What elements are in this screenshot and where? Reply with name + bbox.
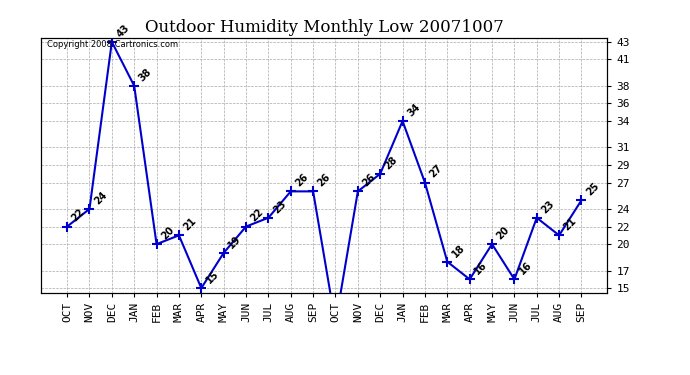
Text: 16: 16 <box>473 260 489 276</box>
Text: 34: 34 <box>405 102 422 118</box>
Text: 20: 20 <box>495 225 511 242</box>
Text: 27: 27 <box>428 163 444 180</box>
Text: 11: 11 <box>0 374 1 375</box>
Text: 19: 19 <box>226 234 243 250</box>
Text: 22: 22 <box>249 207 266 224</box>
Text: 25: 25 <box>584 181 601 197</box>
Text: 38: 38 <box>137 66 154 83</box>
Text: 23: 23 <box>271 198 288 215</box>
Text: 24: 24 <box>92 190 109 206</box>
Text: 20: 20 <box>159 225 176 242</box>
Text: 21: 21 <box>181 216 198 232</box>
Text: 15: 15 <box>204 269 221 285</box>
Text: 28: 28 <box>383 154 400 171</box>
Text: 21: 21 <box>562 216 578 232</box>
Title: Outdoor Humidity Monthly Low 20071007: Outdoor Humidity Monthly Low 20071007 <box>145 19 504 36</box>
Text: 26: 26 <box>316 172 333 189</box>
Text: 26: 26 <box>361 172 377 189</box>
Text: 16: 16 <box>518 260 534 276</box>
Text: 23: 23 <box>540 198 556 215</box>
Text: 22: 22 <box>70 207 86 224</box>
Text: Copyright 2008 Cartronics.com: Copyright 2008 Cartronics.com <box>47 40 178 49</box>
Text: 18: 18 <box>450 242 466 259</box>
Text: 26: 26 <box>293 172 310 189</box>
Text: 43: 43 <box>115 22 131 39</box>
